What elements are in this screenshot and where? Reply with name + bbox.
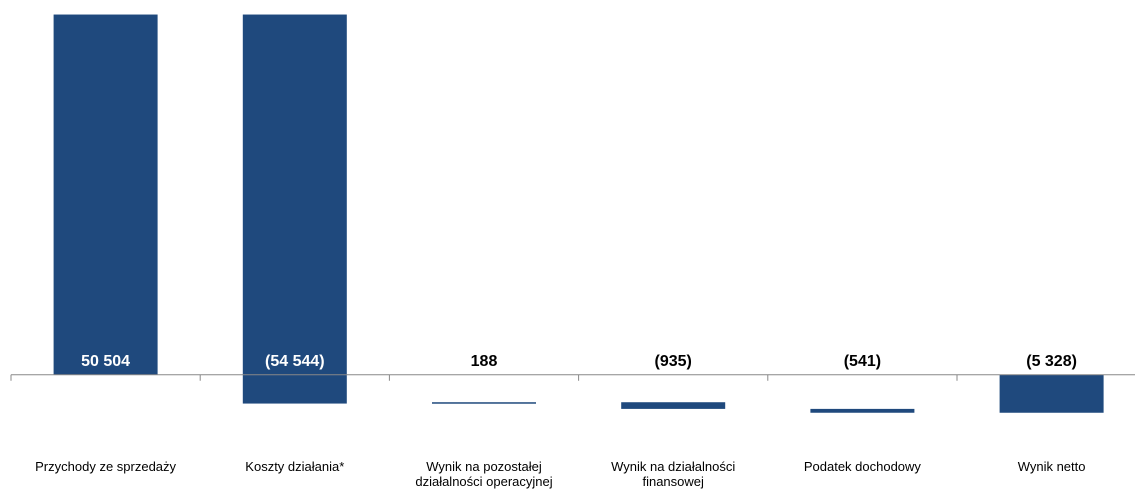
data-label: 50 504 — [81, 353, 130, 370]
data-label: (54 544) — [265, 353, 325, 370]
bar — [621, 402, 726, 409]
bar — [242, 14, 347, 404]
data-label: (935) — [655, 353, 692, 370]
data-label: (5 328) — [1026, 353, 1077, 370]
x-tick-label: Wynik na pozostałej działalności operacy… — [415, 459, 553, 489]
x-tick-label: Koszty działania* — [245, 459, 345, 474]
x-tick-label: Przychody ze sprzedaży — [35, 459, 177, 474]
x-tick-label: Wynik na działalności finansowej — [611, 459, 736, 489]
bar — [53, 14, 158, 375]
data-label: 188 — [471, 353, 498, 370]
bar — [810, 408, 915, 413]
data-label: (541) — [844, 353, 881, 370]
bar — [432, 402, 536, 404]
x-tick-label: Podatek dochodowy — [803, 459, 921, 474]
x-tick-label: Wynik netto — [1017, 459, 1086, 474]
bar — [999, 374, 1104, 413]
